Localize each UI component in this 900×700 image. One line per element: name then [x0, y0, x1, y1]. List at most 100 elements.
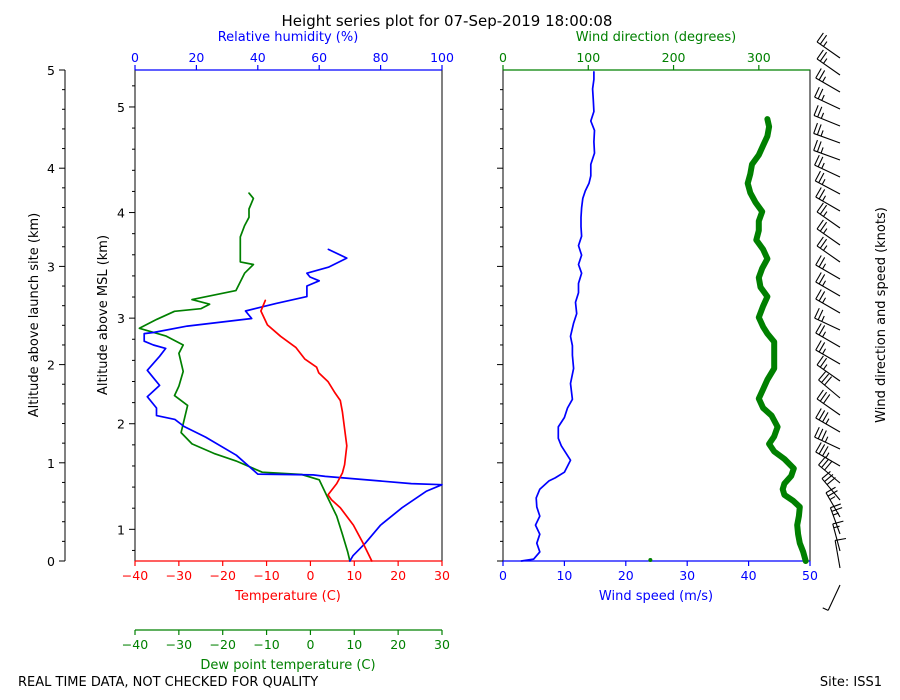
wind-barb-feather: [818, 371, 827, 381]
wind-barb-feather: [818, 410, 826, 421]
wind-barb-feather: [823, 245, 828, 251]
wind-barb: [815, 442, 841, 467]
wind-barb-feather: [818, 172, 825, 183]
wind-barb: [834, 537, 847, 569]
wind-barb-staff: [815, 298, 841, 314]
x-axis-temperature-tick-label: 0: [306, 568, 314, 583]
wind-barb-feather: [821, 373, 830, 383]
wind-barb-feather: [823, 364, 828, 370]
wind-barb-feather: [814, 154, 820, 166]
wind-barb-feather: [819, 391, 828, 402]
wind-barb-staff: [816, 228, 841, 246]
wind-barb-staff: [813, 115, 841, 127]
series-temperature: [260, 299, 373, 562]
wind-barb-feather: [815, 187, 822, 198]
footer-quality-note: REAL TIME DATA, NOT CHECKED FOR QUALITY: [18, 675, 318, 690]
x-axis-humidity-tick-label: 40: [250, 50, 266, 65]
x-axis-wind-speed-tick-label: 10: [556, 568, 572, 583]
wind-barb: [818, 456, 841, 484]
x-axis-humidity-tick-label: 20: [188, 50, 204, 65]
wind-barb: [813, 105, 841, 127]
wind-barb-feather: [813, 122, 818, 134]
wind-barb-feather: [819, 34, 828, 45]
wind-barb-feather: [815, 323, 822, 334]
wind-barb-feather: [816, 49, 824, 60]
x-axis-temperature-tick-label: 30: [434, 568, 450, 583]
wind-barb-feather: [817, 309, 824, 321]
wind-barb-feather: [818, 257, 826, 268]
chart-title: Height series plot for 07-Sep-2019 18:00…: [282, 12, 613, 30]
wind-barb-feather: [822, 280, 827, 287]
wind-barb-staff: [815, 180, 841, 195]
wind-barb-staff: [832, 523, 841, 552]
y-label-msl: Altitude above MSL (km): [96, 235, 111, 395]
wind-barb: [818, 371, 841, 399]
wind-barb-feather: [816, 389, 824, 400]
x-axis-wind-speed-tick-label: 0: [499, 568, 507, 583]
x-axis-wind-speed-tick-label: 30: [679, 568, 695, 583]
x-axis-wind-direction-tick-label: 200: [662, 50, 686, 65]
wind-barb-feather: [822, 331, 827, 338]
wind-barb: [816, 49, 841, 76]
wind-barb-feather: [817, 106, 823, 118]
wind-barb-feather: [814, 86, 820, 98]
wind-barb-staff: [834, 540, 841, 569]
wind-barb: [822, 584, 841, 611]
x-axis-dewpoint-tick-label: 0: [306, 637, 314, 652]
wind-barb: [813, 122, 841, 144]
wind-barb-feather: [823, 58, 828, 64]
wind-barb-staff: [815, 281, 841, 297]
x-axis-temperature-tick-label: 20: [390, 568, 406, 583]
x-label-dewpoint: Dew point temperature (C): [200, 658, 375, 673]
y-label-launch-site: Altitude above launch site (km): [27, 213, 42, 417]
wind-barb-feather: [821, 458, 830, 468]
wind-barb-feather: [816, 124, 822, 135]
wind-barb-feather: [813, 105, 819, 116]
y-axis-outer-tick-label: 4: [47, 161, 55, 176]
x-axis-wind-speed-tick-label: 40: [741, 568, 757, 583]
wind-barb-feather: [816, 202, 824, 213]
wind-barb-staff: [821, 478, 841, 501]
x-axis-dewpoint-tick-label: 20: [390, 637, 406, 652]
x-axis-temperature-tick-label: −30: [166, 568, 192, 583]
wind-barb-feather: [818, 342, 826, 353]
x-axis-temperature-tick-label: −20: [210, 568, 236, 583]
series-dewpoint: [138, 192, 351, 562]
wind-barbs-group: [813, 32, 847, 611]
y-axis-msl-tick-label: 3: [117, 311, 125, 326]
wind-barb-feather: [813, 139, 818, 151]
wind-barb-feather: [814, 307, 820, 319]
wind-barb-staff: [816, 398, 841, 416]
wind-barb: [816, 236, 841, 263]
x-axis-humidity-tick-label: 0: [131, 50, 139, 65]
wind-barb-feather: [821, 471, 831, 479]
x-axis-dewpoint-tick-label: −30: [166, 637, 192, 652]
wind-barb-feather: [816, 236, 824, 247]
wind-barb-feather: [822, 195, 827, 202]
wind-barb-staff: [814, 164, 841, 178]
x-top-label-humidity: Relative humidity (%): [218, 30, 359, 45]
series-wind-speed: [520, 71, 596, 562]
y-axis-outer-tick-label: 5: [47, 63, 55, 78]
wind-barb-feather: [818, 70, 826, 81]
wind-barb: [825, 486, 841, 518]
wind-barb: [814, 154, 841, 178]
y-label-wind-barbs: Wind direction and speed (knots): [874, 207, 889, 423]
wind-barb-staff: [829, 507, 841, 535]
axes-group: −40 −30 −20 −10 0 10 20 300 20 40 60 80 100−40 −30 −20…: [47, 50, 818, 652]
wind-barb: [829, 503, 843, 535]
x-axis-temperature-tick-label: 10: [346, 568, 362, 583]
wind-barb-feather: [815, 255, 822, 266]
series-group: [138, 71, 809, 564]
x-label-wind-speed: Wind speed (m/s): [599, 589, 713, 604]
wind-barb-staff: [816, 58, 841, 76]
wind-barb-feather: [823, 211, 828, 217]
footer-site: Site: ISS1: [820, 675, 882, 690]
wind-barb-feather: [815, 289, 822, 300]
x-axis-dewpoint-tick-label: −40: [122, 637, 148, 652]
wind-barb-staff: [815, 196, 841, 212]
wind-barb-staff: [818, 379, 841, 399]
wind-barb-staff: [815, 332, 841, 348]
x-axis-dewpoint-tick-label: −10: [253, 637, 279, 652]
